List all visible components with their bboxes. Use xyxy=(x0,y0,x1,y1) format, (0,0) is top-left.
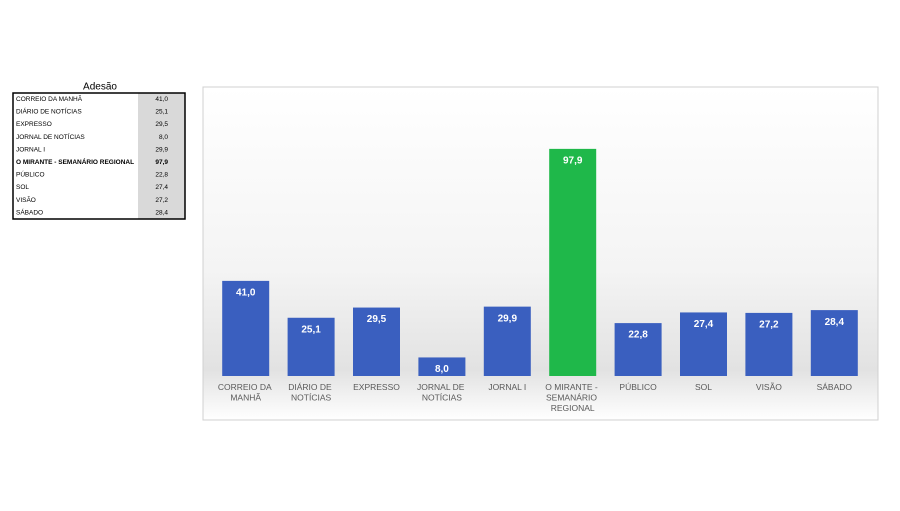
x-tick-label: O MIRANTE - SEMANÁRIO REGIONAL xyxy=(545,382,600,413)
chart: 41,0 CORREIO DA MANHÃ 25,1 DIÁRIO DE NOTÍCI… xyxy=(218,148,858,413)
table-title: Adesão xyxy=(83,82,117,93)
value-column xyxy=(138,93,185,219)
data-label: 27,4 xyxy=(694,319,714,330)
bar xyxy=(287,317,335,376)
bar xyxy=(614,323,662,376)
data-label: 27,2 xyxy=(759,320,779,331)
table-name: CORREIO DA MANHÃ xyxy=(16,94,83,103)
data-label: 29,9 xyxy=(498,313,518,324)
x-tick-label: CORREIO DA MANHÃ xyxy=(218,382,274,403)
table-value: 27,2 xyxy=(155,197,168,204)
data-label: 97,9 xyxy=(563,156,583,167)
x-tick-label: SÁBADO xyxy=(817,382,853,392)
table-value: 25,1 xyxy=(155,109,168,116)
table-border xyxy=(12,92,186,220)
x-tick-line: VISÃO xyxy=(756,382,782,392)
x-tick-label: VISÃO xyxy=(756,382,782,392)
data-label: 28,4 xyxy=(825,317,845,328)
x-tick-line: SEMANÁRIO xyxy=(546,393,599,403)
x-tick-line: PÚBLICO xyxy=(619,382,657,392)
x-tick-label: DIÁRIO DE NOTÍCIAS xyxy=(288,382,334,403)
x-tick-line: JORNAL DE xyxy=(417,382,467,392)
x-tick-line: EXPRESSO xyxy=(353,382,400,392)
x-tick-label: PÚBLICO xyxy=(619,382,657,392)
x-tick-label: JORNAL I xyxy=(488,382,526,392)
data-label: 29,5 xyxy=(367,314,387,325)
bar xyxy=(483,306,531,376)
x-tick-line: CORREIO DA xyxy=(218,382,274,392)
table-name: JORNAL DE NOTÍCIAS xyxy=(16,132,85,141)
table-value: 27,4 xyxy=(155,184,168,191)
table-name: SOL xyxy=(16,184,29,191)
table: CORREIO DA MANHÃ 41,0 DIÁRIO DE NOTÍCIAS 25… xyxy=(12,92,186,220)
table-name: SÁBADO xyxy=(16,207,43,216)
table-name: DIÁRIO DE NOTÍCIAS xyxy=(16,107,82,116)
table-value: 28,4 xyxy=(155,209,168,216)
table-value: 29,5 xyxy=(155,121,168,128)
table-name: VISÃO xyxy=(16,195,36,204)
table-value: 97,9 xyxy=(155,159,168,166)
table-value: 22,8 xyxy=(155,172,168,179)
x-tick-line: JORNAL I xyxy=(488,382,526,392)
data-label: 41,0 xyxy=(236,288,256,299)
x-tick-line: SÁBADO xyxy=(817,382,853,392)
table-name: PÚBLICO xyxy=(16,170,45,179)
x-tick-label: JORNAL DE NOTÍCIAS xyxy=(417,382,467,403)
table-value: 8,0 xyxy=(159,134,168,141)
x-tick-line: DIÁRIO DE xyxy=(288,382,334,392)
bar xyxy=(810,310,858,376)
data-label: 22,8 xyxy=(628,330,648,341)
bar xyxy=(418,357,466,376)
x-tick-line: MANHÃ xyxy=(230,393,261,403)
table-value: 41,0 xyxy=(155,96,168,103)
data-label: 25,1 xyxy=(301,324,321,335)
bar xyxy=(222,280,270,376)
bar xyxy=(353,307,400,376)
table-name: EXPRESSO xyxy=(16,121,52,128)
x-tick-line: REGIONAL xyxy=(551,403,595,413)
bar xyxy=(680,312,727,376)
table-name: O MIRANTE - SEMANÁRIO REGIONAL xyxy=(16,157,134,166)
x-tick-line: NOTÍCIAS xyxy=(422,393,462,403)
table-name: JORNAL I xyxy=(16,146,45,153)
bar xyxy=(745,312,793,376)
x-tick-line: NOTÍCIAS xyxy=(291,393,331,403)
bar xyxy=(549,148,597,376)
x-tick-line: SOL xyxy=(695,382,712,392)
table-value: 29,9 xyxy=(155,146,168,153)
data-label: 8,0 xyxy=(435,364,449,375)
x-tick-line: O MIRANTE - xyxy=(545,382,600,392)
x-tick-label: EXPRESSO xyxy=(353,382,400,392)
x-tick-label: SOL xyxy=(695,382,712,392)
